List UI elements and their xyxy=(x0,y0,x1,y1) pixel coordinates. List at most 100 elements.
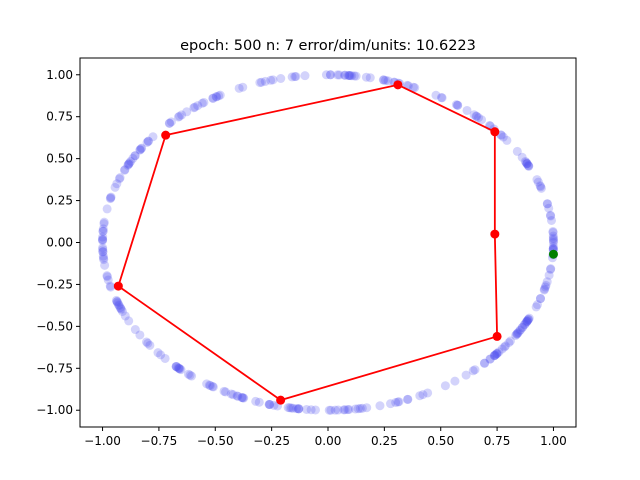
sample-point xyxy=(423,388,433,398)
x-tick-label: 0.50 xyxy=(427,434,454,448)
sample-point xyxy=(115,173,125,183)
sample-point xyxy=(99,255,109,265)
sample-point xyxy=(408,82,418,92)
sample-point xyxy=(100,260,110,270)
sample-point xyxy=(120,311,130,321)
sample-point xyxy=(174,363,184,373)
sample-point xyxy=(106,193,116,203)
sample-point xyxy=(365,73,375,83)
sample-point xyxy=(199,97,209,107)
sample-point xyxy=(102,204,112,214)
sample-point xyxy=(461,370,471,380)
sample-point xyxy=(450,376,460,386)
sample-point xyxy=(182,107,192,117)
sample-point xyxy=(102,272,112,282)
sample-point xyxy=(522,316,532,326)
sample-point xyxy=(99,219,109,229)
sample-point xyxy=(112,179,122,189)
sample-point xyxy=(148,132,158,142)
y-tick-label: 0.00 xyxy=(46,236,73,250)
sample-point xyxy=(516,325,526,335)
sample-point xyxy=(285,403,295,413)
sample-point xyxy=(190,102,200,112)
sample-point xyxy=(485,354,495,364)
sample-point xyxy=(204,380,214,390)
sample-point xyxy=(468,366,478,376)
sample-point xyxy=(496,130,506,140)
sample-point xyxy=(124,158,134,168)
sample-point xyxy=(535,294,545,304)
sample-point xyxy=(353,404,363,414)
sample-point xyxy=(350,404,360,414)
sample-point xyxy=(238,393,248,403)
sample-point xyxy=(394,397,404,407)
x-tick-label: 0.00 xyxy=(315,434,342,448)
sample-point xyxy=(283,403,293,413)
tour-node xyxy=(161,130,171,140)
sample-point xyxy=(343,70,353,80)
sample-point xyxy=(547,215,556,225)
sample-point xyxy=(112,297,122,307)
sample-point xyxy=(334,70,344,80)
sample-point xyxy=(539,285,549,295)
sample-point xyxy=(255,78,265,88)
sample-point xyxy=(548,237,558,247)
sample-point xyxy=(166,117,176,127)
sample-point xyxy=(548,242,558,251)
sample-point xyxy=(120,165,130,175)
tour-node xyxy=(492,331,502,341)
sample-point xyxy=(233,391,243,401)
sample-point xyxy=(164,118,174,128)
sample-point xyxy=(492,349,502,359)
sample-point xyxy=(531,302,541,312)
sample-point xyxy=(536,182,546,192)
sample-point xyxy=(212,92,222,102)
sample-point xyxy=(290,72,300,82)
sample-point xyxy=(548,233,558,243)
sample-point xyxy=(523,315,533,325)
sample-point xyxy=(251,396,261,406)
sample-point xyxy=(548,231,558,241)
sample-point xyxy=(436,93,446,103)
sample-point xyxy=(130,325,140,335)
sample-point xyxy=(386,399,396,409)
x-tick-label: 0.25 xyxy=(371,434,398,448)
sample-point xyxy=(379,75,389,85)
sample-point xyxy=(480,358,490,368)
sample-point xyxy=(171,361,181,371)
sample-point xyxy=(98,251,108,261)
x-axis: −1.00 −0.75 −0.50 −0.25 0.00 0.25 0.50 0.75 1.00 xyxy=(84,427,567,448)
y-axis: −1.00 −0.75 −0.50 −0.25 0.00 0.25 0.50 0.75 1.00 xyxy=(36,68,80,417)
sample-point xyxy=(403,394,413,404)
y-tick-label: 0.50 xyxy=(46,152,73,166)
sample-point xyxy=(287,72,297,82)
sample-point xyxy=(355,404,365,413)
sample-point xyxy=(383,76,393,86)
sample-point xyxy=(98,234,108,244)
sample-point xyxy=(490,350,500,360)
sample-point xyxy=(522,158,532,168)
sample-point xyxy=(165,118,175,128)
sample-point xyxy=(498,132,508,142)
sample-point xyxy=(254,397,264,407)
sample-point xyxy=(515,326,525,336)
sample-point xyxy=(294,404,304,414)
sample-point xyxy=(333,70,343,80)
sample-point xyxy=(453,100,463,110)
sample-point xyxy=(128,153,138,163)
sample-point xyxy=(357,403,367,413)
sample-point xyxy=(214,91,224,101)
sample-point xyxy=(211,92,221,102)
sample-point xyxy=(340,70,350,80)
sample-point xyxy=(205,381,215,391)
sample-point xyxy=(494,347,504,357)
sample-point xyxy=(542,199,552,209)
sample-point xyxy=(340,405,350,415)
sample-point xyxy=(114,174,124,184)
x-tick-label: 1.00 xyxy=(540,434,567,448)
y-tick-label: −0.75 xyxy=(36,361,73,375)
sample-point xyxy=(260,76,270,86)
sample-point xyxy=(197,98,207,108)
sample-point xyxy=(145,340,155,350)
